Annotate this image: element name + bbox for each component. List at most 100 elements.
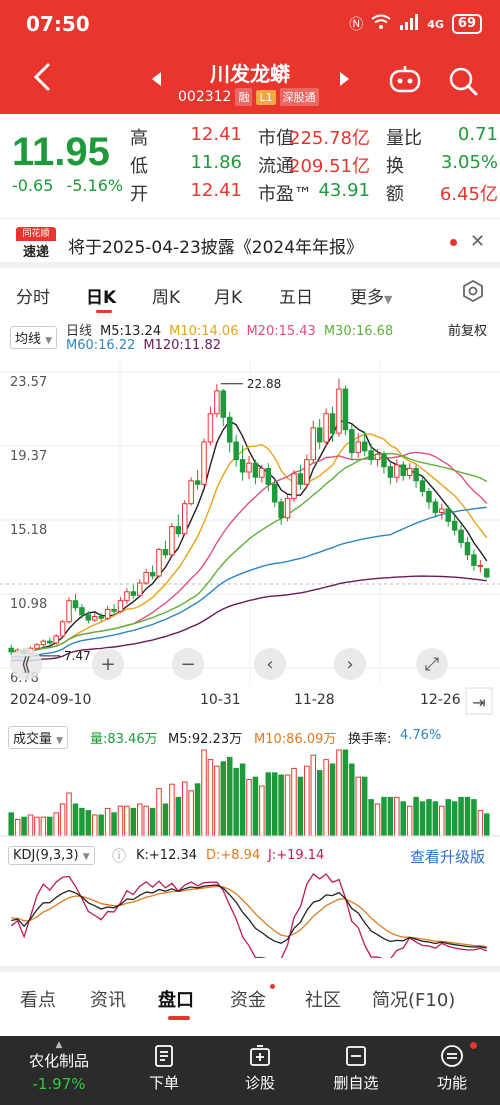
signal-icon xyxy=(399,14,419,34)
volume-bar xyxy=(79,807,85,837)
remove-watchlist-label: 删自选 xyxy=(333,1074,379,1092)
candle-body xyxy=(239,459,246,473)
last-price: 11.95 xyxy=(12,130,110,174)
news-text: 将于2025-04-23披露《2024年年报》 xyxy=(68,238,364,258)
candle-body xyxy=(477,564,484,567)
ma-selector[interactable]: 均线 ▼ xyxy=(10,326,58,349)
candle-body xyxy=(297,473,304,485)
expand-chart-button xyxy=(465,687,493,715)
kdj-d-value: D:+8.94 xyxy=(206,848,261,863)
volume-bar xyxy=(349,763,355,837)
chevron-down-icon: ▼ xyxy=(384,293,393,306)
help-icon[interactable]: ⓘ xyxy=(112,849,126,865)
volume-bar xyxy=(14,818,21,837)
sector-change: -1.97% xyxy=(32,1075,86,1093)
level1-tag: L1 xyxy=(256,89,276,105)
candle-body xyxy=(336,388,342,434)
zoom-control-icon: › xyxy=(346,654,353,675)
x-tick-label: 10-31 xyxy=(200,692,241,708)
candle-body xyxy=(323,413,329,443)
volume-bar xyxy=(188,790,194,837)
volume-header: 成交量 ▼ 量:83.46万 M5:92.23万 M10:86.09万 换手率:… xyxy=(0,724,500,749)
volume-bar xyxy=(124,805,130,837)
quote-label: 低 xyxy=(130,156,148,177)
volume-bar xyxy=(259,785,265,837)
volume-bar xyxy=(284,774,291,837)
candle-body xyxy=(445,508,451,522)
volume-bar xyxy=(278,774,284,837)
kdj-line xyxy=(11,885,487,948)
tab-five-day[interactable]: 五日 xyxy=(279,288,313,308)
order-icon xyxy=(155,1045,173,1067)
chevron-down-icon: ▼ xyxy=(56,736,64,746)
info-tab-funds[interactable]: 资金 xyxy=(230,990,266,1011)
volume-bar xyxy=(413,796,419,837)
candle-body xyxy=(188,480,194,505)
tab-more[interactable]: 更多▼ xyxy=(350,283,392,308)
candle-body xyxy=(40,640,47,646)
tab-intraday[interactable]: 分时 xyxy=(16,288,50,308)
volume-bar xyxy=(381,796,387,837)
connect-tag: 深股通 xyxy=(279,88,319,106)
volume-bar xyxy=(361,776,368,837)
volume-bar xyxy=(451,801,458,837)
remove-watchlist-button[interactable]: 删自选 xyxy=(316,1044,396,1093)
order-button[interactable]: 下单 xyxy=(124,1044,204,1093)
zoom-control-icon: ‹ xyxy=(266,654,273,675)
candle-body xyxy=(342,388,349,431)
network-type: 4G xyxy=(427,17,444,31)
chart-settings-icon[interactable] xyxy=(462,279,484,307)
volume-bar xyxy=(484,813,490,837)
news-banner[interactable]: 同花顺 速递 将于2025-04-23披露《2024年年报》 ✕ xyxy=(0,218,500,268)
kdj-selector[interactable]: KDJ(9,3,3) ▼ xyxy=(8,846,95,865)
candle-body xyxy=(252,462,259,478)
back-button[interactable] xyxy=(28,62,58,92)
quote-value: 225.78亿 xyxy=(289,128,370,149)
zoom-control-icon: ⟪ xyxy=(21,654,31,675)
info-tab-highlights[interactable]: 看点 xyxy=(20,990,56,1011)
kdj-line xyxy=(11,884,487,949)
volume-bar xyxy=(406,805,413,837)
kdj-j-value: J:+19.14 xyxy=(268,848,325,863)
quote-label: 额 xyxy=(386,184,404,205)
ma-legend-item: M30:16.68 xyxy=(323,324,394,339)
volume-bar xyxy=(175,796,182,837)
news-logo: 同花顺 速递 xyxy=(16,227,56,261)
stock-code: 002312 xyxy=(178,89,232,105)
robot-assistant-icon[interactable] xyxy=(388,64,422,98)
search-icon[interactable] xyxy=(448,66,478,100)
volume-bar xyxy=(92,814,98,837)
upgrade-link[interactable]: 查看升级版 xyxy=(410,848,486,866)
volume-bar xyxy=(394,796,400,837)
tab-daily[interactable]: 日K xyxy=(86,288,117,308)
kline-chart-area[interactable]: 均线 ▼ 日线 M5:13.24 M10:14.06 M20:15.43 M30:16.… xyxy=(0,314,500,724)
volume-bar xyxy=(246,778,252,837)
info-tab-f10[interactable]: 简况(F10) xyxy=(372,990,456,1011)
adjust-mode[interactable]: 前复权 xyxy=(448,324,488,339)
volume-selector[interactable]: 成交量 ▼ xyxy=(8,726,69,749)
candle-body xyxy=(59,621,66,637)
diagnose-button[interactable]: 诊股 xyxy=(220,1044,300,1093)
info-tab-community[interactable]: 社区 xyxy=(305,990,341,1011)
candle-body xyxy=(259,467,265,478)
info-tab-orderbook[interactable]: 盘口 xyxy=(158,990,194,1011)
prev-stock-button[interactable] xyxy=(152,72,161,86)
tab-more-label: 更多 xyxy=(350,288,384,308)
quote-value: 12.41 xyxy=(190,124,242,145)
tab-monthly[interactable]: 月K xyxy=(214,288,243,308)
low-marker-label: 7.47 xyxy=(64,649,91,663)
y-tick-label: 23.57 xyxy=(10,375,47,390)
candlestick-svg: 23.5719.3715.1810.986.7822.887.47⟪+−‹›⤢2… xyxy=(0,358,500,715)
kdj-header: KDJ(9,3,3) ▼ ⓘ K:+12.34 D:+8.94 J:+19.14… xyxy=(0,844,500,868)
next-stock-button[interactable] xyxy=(340,72,349,86)
function-button[interactable]: 功能 xyxy=(412,1042,492,1093)
candle-body xyxy=(98,616,104,619)
volume-bar xyxy=(316,770,323,837)
info-tab-news[interactable]: 资讯 xyxy=(90,990,126,1011)
close-icon[interactable]: ✕ xyxy=(470,231,486,252)
sector-button[interactable]: ▲ 农化制品 -1.97% xyxy=(16,1040,102,1093)
turnover-value: 4.76% xyxy=(400,728,442,743)
volume-bar xyxy=(400,801,406,837)
candle-body xyxy=(220,390,227,418)
tab-weekly[interactable]: 周K xyxy=(152,288,181,308)
